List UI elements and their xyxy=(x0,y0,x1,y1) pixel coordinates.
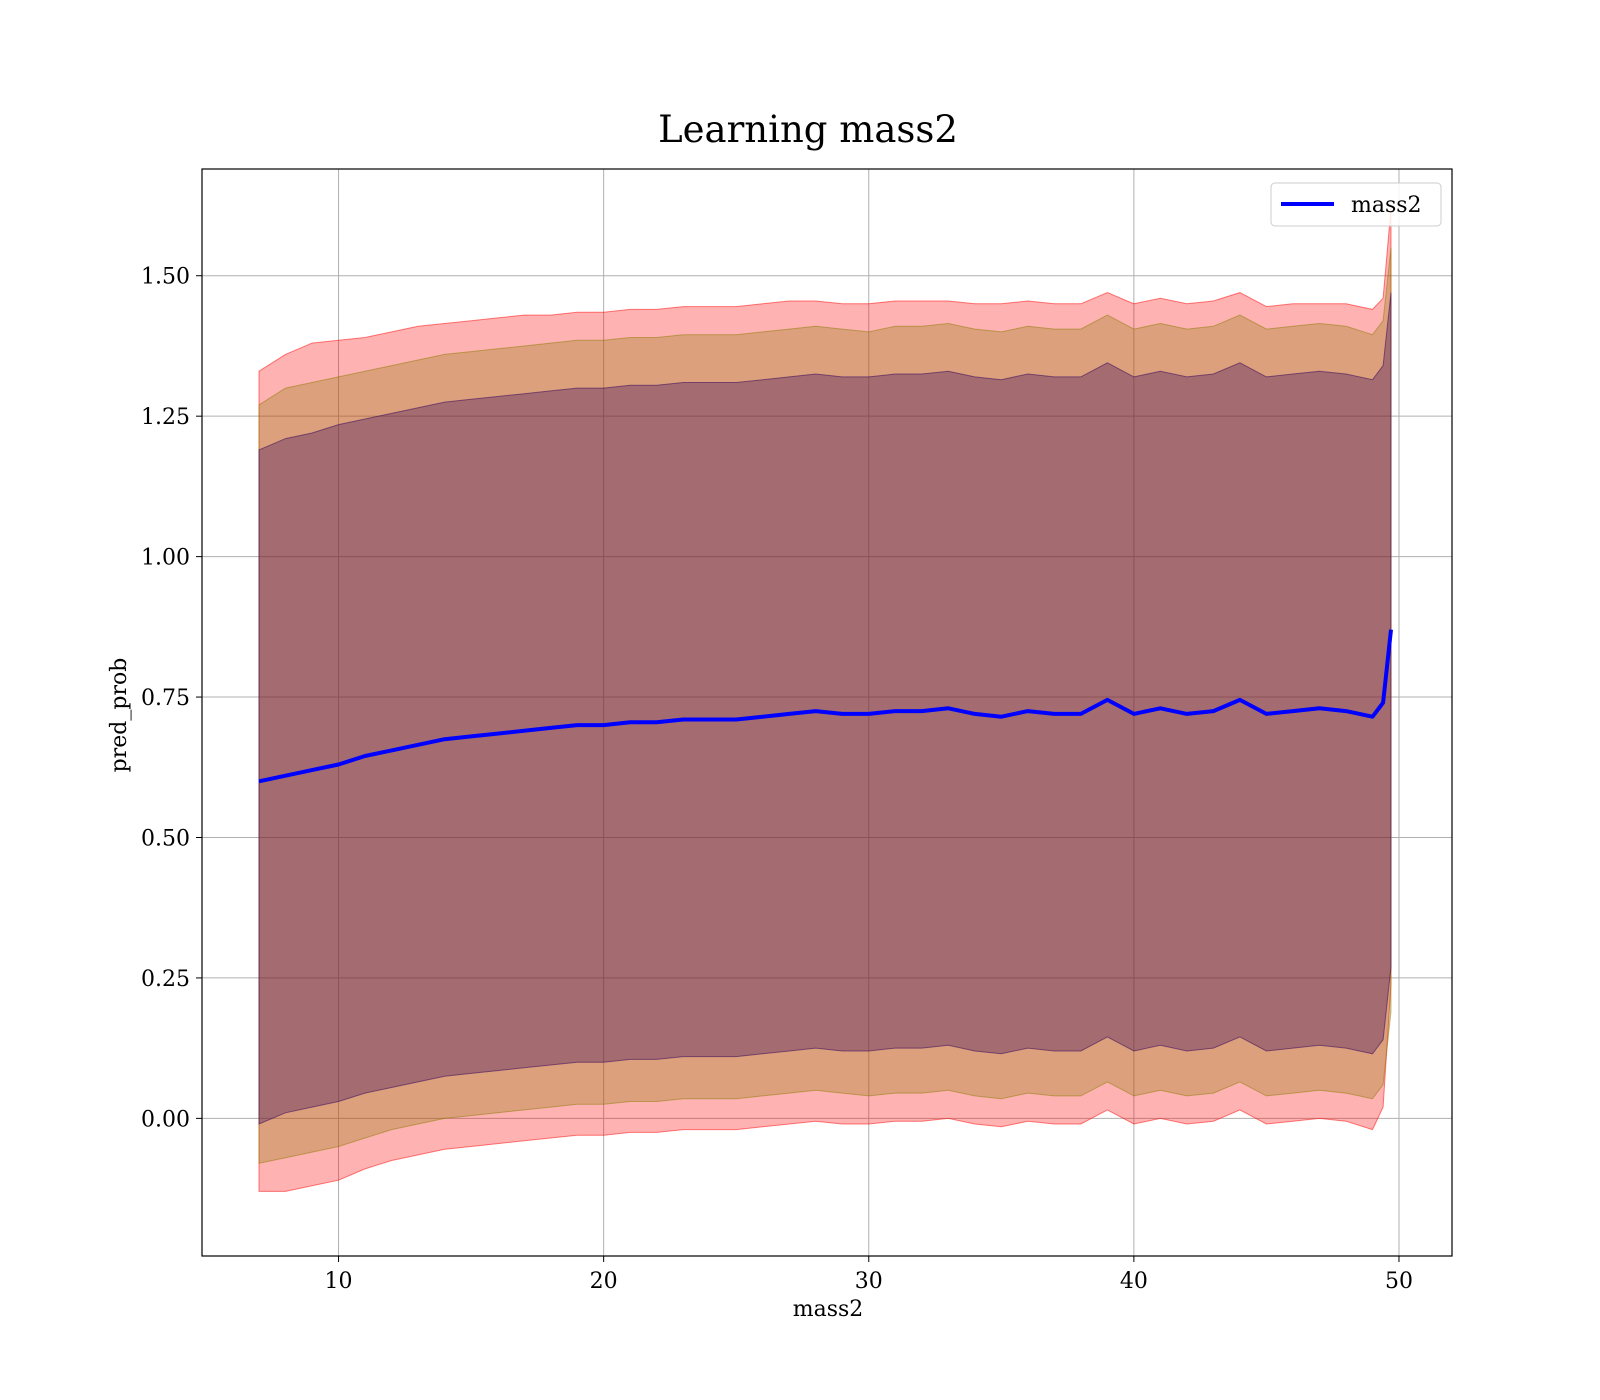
band-inner xyxy=(258,292,1392,1125)
plot-area xyxy=(201,168,1453,1257)
band-middle xyxy=(258,247,1392,1164)
y-tick-label: 1.00 xyxy=(141,546,190,571)
x-axis-ticks: 10 20 30 40 50 xyxy=(325,1256,1413,1294)
x-tick-label: 30 xyxy=(855,1269,883,1294)
y-axis-title: pred_prob xyxy=(107,658,132,773)
legend-label-mass2: mass2 xyxy=(1351,193,1422,218)
y-tick-label: 1.25 xyxy=(141,405,190,430)
x-axis-title: mass2 xyxy=(793,1297,864,1322)
x-tick-label: 10 xyxy=(325,1269,353,1294)
x-tick-label: 50 xyxy=(1385,1269,1413,1294)
x-tick-label: 40 xyxy=(1120,1269,1148,1294)
series-lines xyxy=(258,629,1393,784)
chart-title: Learning mass2 xyxy=(658,108,958,151)
confidence-bands xyxy=(258,208,1392,1192)
y-tick-label: 0.50 xyxy=(141,826,190,851)
y-tick-label: 1.50 xyxy=(141,265,190,290)
series-line-mass2 xyxy=(258,629,1393,784)
y-tick-label: 0.25 xyxy=(141,967,190,992)
y-tick-label: 0.00 xyxy=(141,1107,190,1132)
x-tick-label: 20 xyxy=(590,1269,618,1294)
y-axis-ticks: 0.00 0.25 0.50 0.75 1.00 1.25 1.50 xyxy=(141,265,202,1132)
y-tick-label: 0.75 xyxy=(141,686,190,711)
plot-frame xyxy=(201,168,1453,1257)
legend: mass2 xyxy=(1270,182,1442,227)
legend-box xyxy=(1270,182,1442,227)
